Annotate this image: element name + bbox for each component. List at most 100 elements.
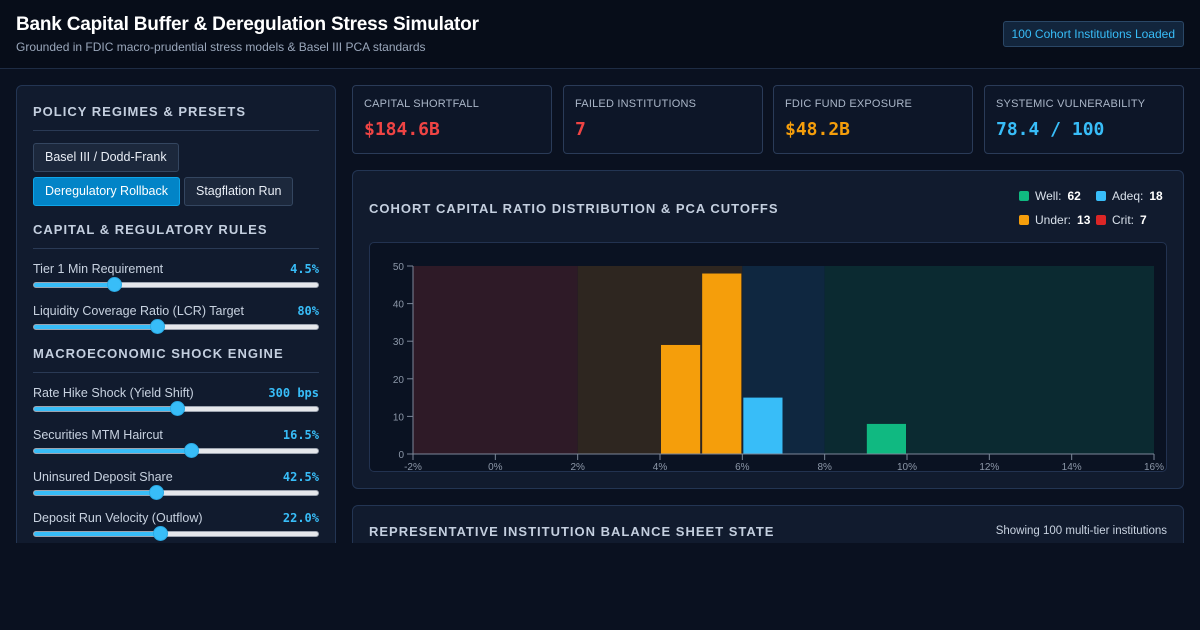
x-tick-label: 6% (735, 462, 750, 472)
slider-value: 16.5% (282, 428, 319, 442)
slider-thumb[interactable] (150, 319, 165, 334)
kpi-fdic-exposure: FDIC FUND EXPOSURE $48.2B (773, 85, 973, 154)
slider-fill (34, 491, 156, 495)
legend-adequate: Adeq: 18 (1096, 189, 1163, 203)
kpi-value: 7 (575, 119, 586, 140)
slider-thumb[interactable] (184, 443, 199, 458)
slider-fill (34, 532, 160, 536)
histogram-bar-2 (743, 397, 783, 454)
x-tick-label: 14% (1062, 462, 1082, 472)
mtm-haircut-slider[interactable] (33, 443, 319, 458)
page-background (0, 543, 1200, 630)
histogram-bar-3 (866, 423, 906, 454)
legend-label: Under: (1035, 213, 1072, 227)
kpi-capital-shortfall: CAPITAL SHORTFALL $184.6B (352, 85, 552, 154)
kpi-value: $48.2B (785, 119, 851, 140)
histogram-bar-1 (702, 273, 742, 454)
legend-count: 62 (1067, 189, 1081, 203)
slider-fill (34, 325, 157, 329)
y-tick-label: 20 (393, 375, 405, 386)
y-tick-label: 0 (398, 450, 404, 461)
run-velocity-slider-row: Deposit Run Velocity (Outflow) 22.0% (33, 511, 319, 541)
rules-section-title: CAPITAL & REGULATORY RULES (33, 222, 319, 249)
x-tick-label: 8% (817, 462, 832, 472)
slider-label: Uninsured Deposit Share (33, 470, 173, 484)
capital-distribution-panel: COHORT CAPITAL RATIO DISTRIBUTION & PCA … (352, 170, 1184, 489)
legend-swatch (1096, 191, 1106, 201)
legend-label: Crit: (1112, 213, 1134, 227)
shock-section-title: MACROECONOMIC SHOCK ENGINE (33, 346, 319, 373)
legend-label: Adeq: (1112, 189, 1144, 203)
chart-title: COHORT CAPITAL RATIO DISTRIBUTION & PCA … (369, 201, 779, 216)
run-velocity-slider[interactable] (33, 526, 319, 541)
slider-value: 4.5% (290, 262, 319, 276)
tier1-slider[interactable] (33, 277, 319, 292)
kpi-label: SYSTEMIC VULNERABILITY (996, 98, 1146, 110)
slider-fill (34, 283, 114, 287)
presets-section-title: POLICY REGIMES & PRESETS (33, 104, 319, 131)
rate-shock-slider[interactable] (33, 401, 319, 416)
preset-stagflation-button[interactable]: Stagflation Run (184, 177, 294, 206)
y-tick-label: 50 (393, 262, 405, 273)
rate-shock-slider-row: Rate Hike Shock (Yield Shift) 300 bps (33, 386, 319, 416)
kpi-label: CAPITAL SHORTFALL (364, 98, 480, 110)
kpi-label: FDIC FUND EXPOSURE (785, 98, 913, 110)
preset-deregulatory-button[interactable]: Deregulatory Rollback (33, 177, 180, 206)
legend-count: 13 (1077, 213, 1091, 227)
slider-value: 42.5% (282, 470, 319, 484)
y-tick-label: 10 (393, 412, 405, 423)
x-tick-label: 0% (488, 462, 503, 472)
legend-swatch (1019, 215, 1029, 225)
app-title: Bank Capital Buffer & Deregulation Stres… (16, 14, 479, 35)
kpi-label: FAILED INSTITUTIONS (575, 98, 697, 110)
lcr-slider-row: Liquidity Coverage Ratio (LCR) Target 80… (33, 304, 319, 334)
histogram-svg: 0 10 20 30 40 50 -2% 0% 2% 4% 6% 8% 10% 12% 14% 16% (393, 262, 1164, 472)
pca-zone-0 (413, 266, 578, 454)
x-tick-label: 10% (897, 462, 917, 472)
balance-sheet-title: REPRESENTATIVE INSTITUTION BALANCE SHEET… (369, 524, 775, 539)
uninsured-deposit-slider[interactable] (33, 485, 319, 500)
x-tick-label: 2% (570, 462, 585, 472)
slider-label: Securities MTM Haircut (33, 428, 163, 442)
kpi-systemic-vulnerability: SYSTEMIC VULNERABILITY 78.4 / 100 (984, 85, 1184, 154)
legend-count: 18 (1149, 189, 1163, 203)
kpi-failed-institutions: FAILED INSTITUTIONS 7 (563, 85, 763, 154)
legend-count: 7 (1140, 213, 1147, 227)
legend-under: Under: 13 (1019, 213, 1090, 227)
slider-thumb[interactable] (149, 485, 164, 500)
slider-thumb[interactable] (107, 277, 122, 292)
legend-critical: Crit: 7 (1096, 213, 1147, 227)
histogram-chart: 0 10 20 30 40 50 -2% 0% 2% 4% 6% 8% 10% 12% 14% 16% (369, 242, 1167, 472)
legend-well: Well: 62 (1019, 189, 1081, 203)
preset-basel-button[interactable]: Basel III / Dodd-Frank (33, 143, 179, 172)
slider-value: 300 bps (268, 386, 319, 400)
y-tick-label: 30 (393, 337, 405, 348)
controls-sidebar: POLICY REGIMES & PRESETS Basel III / Dod… (16, 85, 336, 555)
uninsured-deposit-slider-row: Uninsured Deposit Share 42.5% (33, 470, 319, 500)
x-tick-label: -2% (404, 462, 422, 472)
app-subtitle: Grounded in FDIC macro-prudential stress… (16, 40, 426, 54)
cohort-status-badge: 100 Cohort Institutions Loaded (1002, 21, 1184, 47)
balance-sheet-note: Showing 100 multi-tier institutions (995, 525, 1167, 537)
lcr-slider[interactable] (33, 319, 319, 334)
slider-thumb[interactable] (170, 401, 185, 416)
slider-label: Rate Hike Shock (Yield Shift) (33, 386, 194, 400)
kpi-value: $184.6B (364, 119, 440, 140)
slider-label: Tier 1 Min Requirement (33, 262, 164, 276)
app-header: Bank Capital Buffer & Deregulation Stres… (0, 0, 1200, 69)
x-tick-label: 4% (653, 462, 668, 472)
slider-fill (34, 407, 177, 411)
kpi-value: 78.4 / 100 (996, 119, 1105, 140)
tier1-slider-row: Tier 1 Min Requirement 4.5% (33, 262, 319, 292)
legend-swatch (1019, 191, 1029, 201)
slider-thumb[interactable] (153, 526, 168, 541)
y-tick-label: 40 (393, 300, 405, 311)
slider-value: 80% (297, 304, 319, 318)
slider-label: Deposit Run Velocity (Outflow) (33, 511, 203, 525)
slider-label: Liquidity Coverage Ratio (LCR) Target (33, 304, 244, 318)
slider-value: 22.0% (282, 511, 319, 525)
histogram-bar-0 (661, 344, 701, 454)
x-tick-label: 16% (1144, 462, 1164, 472)
slider-fill (34, 449, 191, 453)
legend-label: Well: (1035, 189, 1062, 203)
